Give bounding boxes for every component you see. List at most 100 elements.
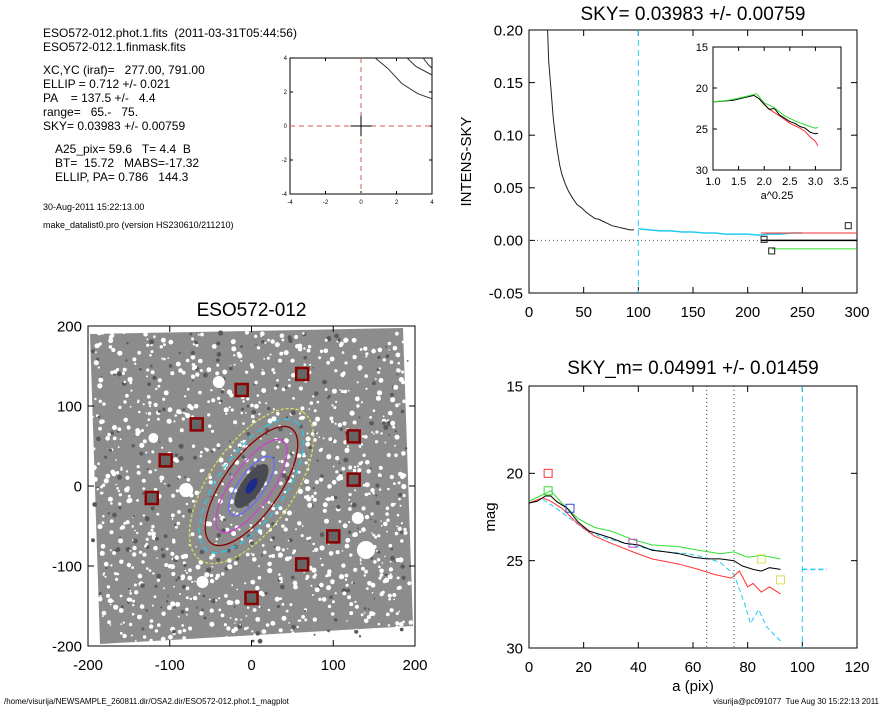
- file-name-line: ESO572-012.phot.1.fits (2011-03-31T05:44…: [43, 26, 297, 40]
- image-plot-speck: [291, 373, 296, 378]
- image-plot-speck: [167, 357, 170, 359]
- image-plot-speck: [245, 615, 248, 617]
- image-plot-speck: [126, 342, 129, 345]
- image-plot-speck: [108, 345, 113, 349]
- image-plot-speck: [393, 482, 396, 485]
- image-plot-speck: [123, 521, 127, 525]
- image-plot-speck: [107, 432, 111, 437]
- sky-plot-profile: [547, 29, 634, 231]
- image-plot-speck: [132, 545, 137, 551]
- image-plot-speck: [191, 379, 194, 382]
- image-plot-speck: [198, 390, 202, 395]
- image-plot-speck: [312, 550, 315, 553]
- image-plot-speck: [408, 394, 412, 397]
- image-plot-speck: [105, 593, 111, 598]
- image-plot-speck: [382, 358, 386, 362]
- image-plot-speck: [326, 585, 332, 591]
- image-plot-speck: [163, 482, 166, 485]
- image-plot-speck: [178, 443, 184, 449]
- image-plot-speck: [109, 331, 112, 335]
- image-plot-speck: [241, 455, 246, 459]
- image-plot-speck: [218, 330, 224, 336]
- image-plot-speck: [138, 410, 141, 414]
- image-plot-speck: [351, 337, 357, 343]
- image-plot-speck: [278, 628, 283, 633]
- image-plot-speck: [150, 364, 153, 368]
- image-plot-speck: [403, 530, 408, 535]
- image-plot-speck: [91, 538, 95, 543]
- image-plot-speck: [389, 560, 392, 563]
- inset-black-curve: [712, 94, 819, 135]
- image-plot-speck: [147, 460, 152, 464]
- image-plot-speck: [392, 345, 398, 351]
- image-plot-speck: [220, 613, 225, 618]
- image-plot-speck: [211, 344, 217, 349]
- image-plot-speck: [285, 416, 289, 419]
- image-plot-speck: [389, 360, 394, 365]
- image-plot-speck: [185, 502, 189, 506]
- image-plot-speck: [163, 534, 168, 539]
- image-plot-speck: [283, 350, 289, 356]
- image-plot-speck: [115, 483, 118, 486]
- image-plot-speck: [172, 538, 176, 542]
- sky-plot-ytick-label: 0.05: [494, 180, 523, 197]
- image-plot-speck: [151, 450, 155, 454]
- image-plot-speck: [364, 482, 370, 488]
- image-plot-speck: [369, 421, 374, 426]
- image-plot-speck: [163, 357, 166, 361]
- image-plot-speck: [354, 604, 359, 609]
- image-plot-speck: [182, 636, 187, 641]
- image-plot-speck: [195, 546, 197, 548]
- image-plot-speck: [115, 577, 119, 581]
- image-plot-speck: [138, 430, 142, 434]
- image-plot-speck: [154, 469, 157, 472]
- image-plot-speck: [395, 403, 399, 408]
- image-plot-speck: [234, 622, 236, 624]
- image-plot-speck: [175, 601, 181, 607]
- image-plot-speck: [132, 515, 135, 518]
- image-plot-speck: [109, 519, 114, 523]
- image-plot-speck: [361, 527, 366, 532]
- image-plot-speck: [372, 409, 376, 413]
- image-plot-speck: [200, 332, 204, 337]
- image-plot-speck: [267, 568, 273, 574]
- image-plot-blob: [351, 512, 364, 524]
- image-plot-speck: [405, 629, 410, 634]
- image-plot-speck: [290, 634, 296, 639]
- image-plot-speck: [117, 350, 123, 356]
- image-plot-speck: [209, 495, 212, 498]
- image-plot-speck: [377, 534, 381, 538]
- image-plot-speck: [354, 396, 360, 402]
- image-plot-speck: [401, 380, 406, 385]
- image-plot-speck: [207, 521, 213, 527]
- image-plot-speck: [220, 390, 225, 394]
- image-plot-speck: [318, 597, 322, 601]
- center-plot-xtick-label: 0: [359, 200, 363, 206]
- image-plot-speck: [244, 627, 248, 631]
- image-plot-speck: [376, 368, 380, 371]
- image-plot-speck: [281, 387, 286, 392]
- image-plot-speck: [173, 457, 178, 462]
- image-plot-speck: [244, 330, 250, 335]
- image-plot-speck: [203, 616, 207, 620]
- image-plot-speck: [384, 573, 388, 577]
- image-plot-speck: [333, 638, 338, 643]
- image-plot-speck: [327, 484, 332, 489]
- image-plot-speck: [353, 532, 358, 537]
- image-plot-speck: [326, 360, 331, 365]
- image-plot-speck: [117, 427, 122, 432]
- sky-line: SKY= 0.03983 +/- 0.00759: [43, 119, 186, 133]
- image-plot-speck: [195, 343, 199, 347]
- image-plot-speck: [263, 358, 266, 360]
- image-plot-speck: [346, 588, 351, 593]
- image-plot-speck: [407, 347, 413, 353]
- center-plot-ytick-label: 2: [284, 90, 288, 96]
- image-plot-speck: [122, 372, 125, 375]
- image-plot-speck: [340, 372, 345, 378]
- image-plot-speck: [394, 430, 397, 433]
- image-plot-speck: [345, 583, 349, 587]
- image-plot-speck: [386, 518, 390, 522]
- image-plot-speck: [319, 545, 325, 551]
- image-plot-speck: [292, 397, 295, 400]
- sky-plot-xtick-label: 300: [844, 304, 869, 321]
